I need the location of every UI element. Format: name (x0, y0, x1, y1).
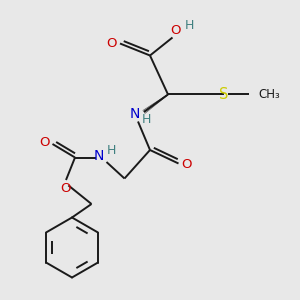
Text: N: N (94, 149, 104, 163)
Text: H: H (184, 19, 194, 32)
Text: CH₃: CH₃ (258, 88, 280, 101)
Text: H: H (107, 144, 117, 158)
Text: S: S (219, 87, 228, 102)
Text: O: O (181, 158, 192, 172)
Text: O: O (170, 24, 181, 38)
Text: O: O (107, 37, 117, 50)
Text: O: O (60, 182, 70, 195)
Text: O: O (39, 136, 50, 149)
Text: N: N (130, 107, 140, 121)
Text: H: H (141, 112, 151, 126)
